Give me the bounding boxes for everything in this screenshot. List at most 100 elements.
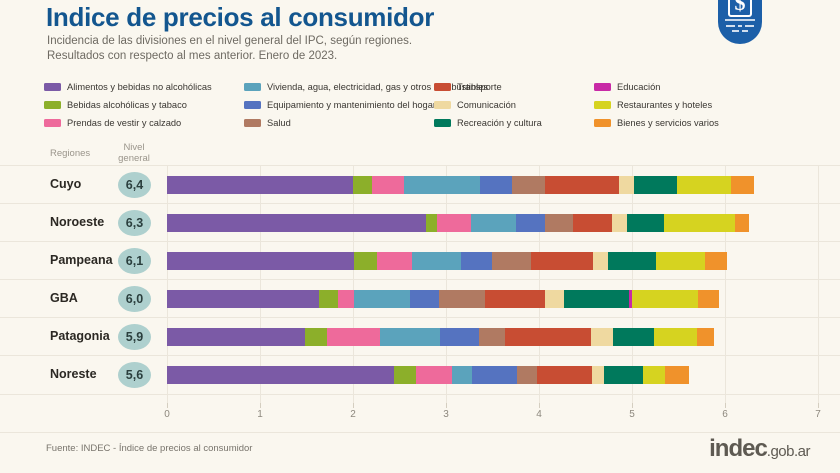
axis-tick-label: 0 bbox=[164, 409, 170, 420]
bar-segment bbox=[643, 366, 666, 384]
bar-segment bbox=[592, 252, 608, 270]
legend-swatch bbox=[44, 101, 61, 109]
stacked-bar bbox=[167, 366, 689, 384]
axis-tick bbox=[818, 403, 819, 408]
stacked-bar bbox=[167, 252, 727, 270]
legend-label: Salud bbox=[267, 118, 291, 128]
nivel-general-value: 6,4 bbox=[118, 172, 151, 198]
region-label: Pampeana bbox=[50, 253, 113, 267]
bar-segment bbox=[478, 328, 506, 346]
bar-segment bbox=[409, 290, 440, 308]
bar-segment bbox=[730, 176, 754, 194]
bar-segment bbox=[480, 176, 512, 194]
bar-segment bbox=[167, 214, 426, 232]
legend-item: Comunicación bbox=[434, 98, 594, 112]
bar-segment bbox=[167, 328, 305, 346]
axis-tick bbox=[260, 403, 261, 408]
bar-segment bbox=[612, 214, 628, 232]
bar-segment bbox=[167, 252, 354, 270]
bar-segment bbox=[393, 366, 417, 384]
axis-tick bbox=[167, 403, 168, 408]
legend-label: Recreación y cultura bbox=[457, 118, 542, 128]
gridline bbox=[539, 165, 540, 405]
bar-segment bbox=[167, 176, 353, 194]
bar-segment bbox=[353, 290, 410, 308]
legend-item: Vivienda, agua, electricidad, gas y otro… bbox=[244, 80, 488, 94]
bar-segment bbox=[665, 366, 689, 384]
region-label: Cuyo bbox=[50, 177, 82, 191]
column-header-regiones: Regiones bbox=[50, 148, 91, 159]
legend-swatch bbox=[44, 83, 61, 91]
gridline bbox=[632, 165, 633, 405]
bar-segment bbox=[452, 366, 472, 384]
bar-segment bbox=[564, 290, 630, 308]
legend-swatch bbox=[434, 101, 451, 109]
nivel-general-value: 6,1 bbox=[118, 248, 151, 274]
bar-segment bbox=[544, 290, 565, 308]
stacked-bar-chart: Cuyo 6,4 Noroeste 6,3 Pampeana 6,1 GBA 6,0 Patag… bbox=[0, 165, 840, 405]
bar-segment bbox=[436, 214, 472, 232]
legend-label: Restaurantes y hoteles bbox=[617, 100, 713, 110]
axis-tick-label: 1 bbox=[257, 409, 263, 420]
stacked-bar bbox=[167, 328, 714, 346]
legend-swatch bbox=[244, 101, 261, 109]
bar-segment bbox=[167, 290, 319, 308]
legend-swatch bbox=[44, 119, 61, 127]
stacked-bar bbox=[167, 214, 750, 232]
bar-segment bbox=[654, 328, 697, 346]
bar-segment bbox=[613, 328, 655, 346]
bar-segment bbox=[512, 176, 546, 194]
legend-item: Salud bbox=[244, 116, 434, 130]
region-label: Noroeste bbox=[50, 215, 105, 229]
legend-item: Prendas de vestir y calzado bbox=[44, 116, 244, 130]
axis-tick bbox=[725, 403, 726, 408]
svg-text:$: $ bbox=[735, 0, 746, 15]
chart-row: Cuyo 6,4 bbox=[0, 165, 840, 204]
bar-segment bbox=[545, 176, 619, 194]
legend-label: Alimentos y bebidas no alcohólicas bbox=[67, 82, 212, 92]
legend-label: Prendas de vestir y calzado bbox=[67, 118, 182, 128]
axis-tick bbox=[353, 403, 354, 408]
legend-label: Bebidas alcohólicas y tabaco bbox=[67, 100, 187, 110]
axis-tick bbox=[632, 403, 633, 408]
gridline bbox=[446, 165, 447, 405]
bar-segment bbox=[607, 252, 657, 270]
bar-segment bbox=[416, 366, 453, 384]
legend-label: Educación bbox=[617, 82, 661, 92]
legend-swatch bbox=[594, 119, 611, 127]
nivel-general-line-2: general bbox=[118, 153, 150, 164]
bar-segment bbox=[167, 366, 394, 384]
axis-tick bbox=[446, 403, 447, 408]
column-header-nivel-general: Nivel general bbox=[113, 142, 155, 164]
legend-label: Bienes y servicios varios bbox=[617, 118, 719, 128]
chart-legend: Alimentos y bebidas no alcohólicas Vivien… bbox=[44, 80, 834, 130]
nivel-general-line-1: Nivel bbox=[123, 142, 145, 153]
region-label: Noreste bbox=[50, 367, 97, 381]
bar-segment bbox=[705, 252, 727, 270]
footer-divider bbox=[0, 432, 840, 433]
bar-segment bbox=[544, 214, 574, 232]
axis-tick-label: 7 bbox=[815, 409, 821, 420]
brand-domain: .gob.ar bbox=[766, 443, 811, 460]
legend-label: Vivienda, agua, electricidad, gas y otro… bbox=[267, 82, 489, 92]
bar-segment bbox=[471, 214, 516, 232]
bar-segment bbox=[338, 290, 354, 308]
indec-wordmark: indec.gob.ar bbox=[709, 435, 810, 463]
legend-swatch bbox=[434, 83, 451, 91]
nivel-general-value: 5,6 bbox=[118, 362, 151, 388]
bar-segment bbox=[404, 176, 481, 194]
bar-segment bbox=[604, 366, 644, 384]
bar-segment bbox=[631, 290, 698, 308]
stacked-bar bbox=[167, 290, 720, 308]
x-axis: 0 1 2 3 4 5 6 7 bbox=[0, 403, 840, 427]
bar-segment bbox=[515, 214, 545, 232]
bar-segment bbox=[697, 328, 714, 346]
bar-segment bbox=[318, 290, 339, 308]
bar-segment bbox=[485, 290, 545, 308]
legend-label: Transporte bbox=[457, 82, 502, 92]
legend-item: Educación bbox=[594, 80, 834, 94]
legend-swatch bbox=[434, 119, 451, 127]
legend-item: Bebidas alcohólicas y tabaco bbox=[44, 98, 244, 112]
legend-label: Equipamiento y mantenimiento del hogar bbox=[267, 100, 436, 110]
bar-segment bbox=[411, 252, 461, 270]
